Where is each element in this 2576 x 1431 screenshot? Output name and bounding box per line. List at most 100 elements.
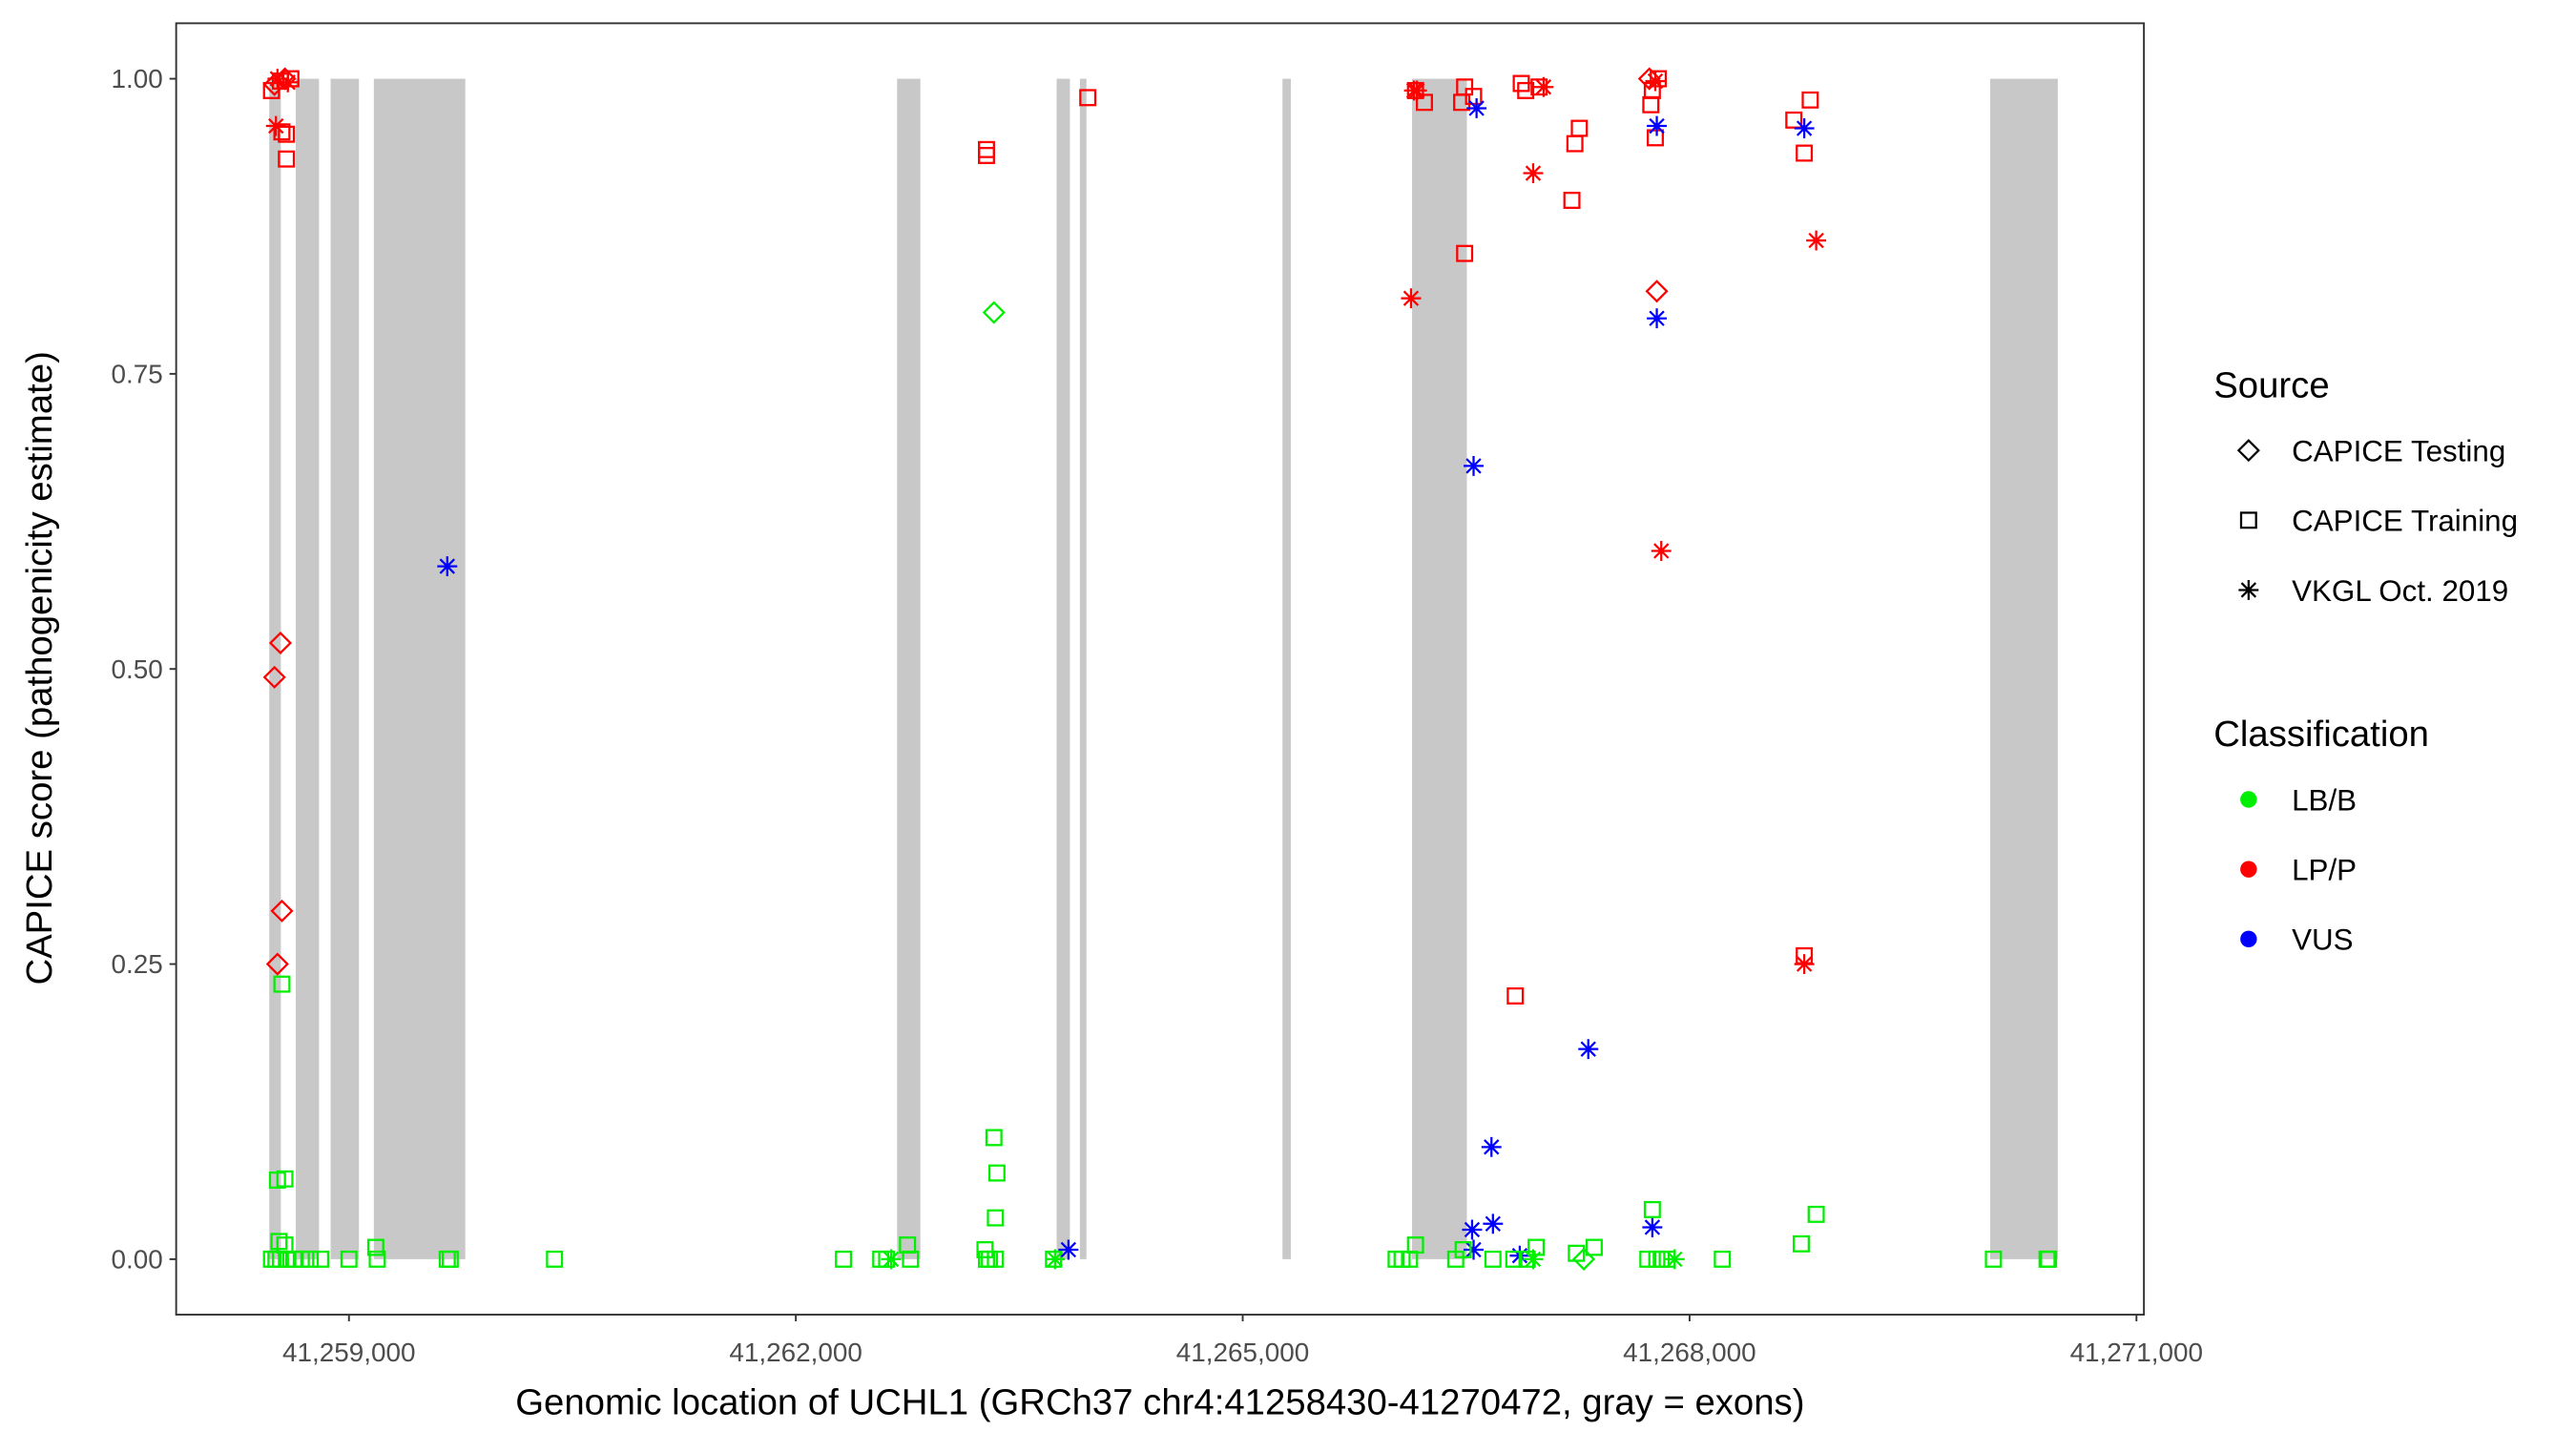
data-point [1454, 1241, 1472, 1258]
data-point [1566, 135, 1584, 153]
y-axis: 0.00 0.25 0.50 0.75 1.00 [111, 64, 177, 1274]
asterisk-marker [1806, 230, 1827, 251]
square-marker [1650, 70, 1668, 88]
exon-band [1056, 78, 1070, 1259]
x-axis: 41,259,000 41,262,000 41,265,000 41,268,000… [282, 1315, 2203, 1367]
data-point [267, 69, 288, 89]
asterisk-marker [1647, 115, 1668, 136]
asterisk-marker [1401, 288, 1422, 309]
data-point [1647, 129, 1664, 147]
legend-key-square-icon [2239, 511, 2257, 529]
data-point [1464, 455, 1484, 476]
data-point [1045, 1249, 1066, 1270]
diamond-marker [265, 952, 289, 976]
asterisk-marker [1464, 1239, 1484, 1260]
data-point [881, 1249, 902, 1270]
legend-key-asterisk-icon [2238, 580, 2259, 600]
square-marker [987, 1209, 1005, 1227]
asterisk-marker [1642, 1217, 1663, 1237]
data-point [1570, 119, 1589, 137]
square-marker [1456, 244, 1474, 262]
square-marker [1647, 129, 1664, 147]
diamond-marker [2236, 439, 2260, 463]
asterisk-marker [278, 72, 299, 93]
data-point [976, 1241, 994, 1258]
data-point [902, 1250, 920, 1268]
square-marker [278, 150, 296, 168]
exon-bands [269, 78, 2058, 1259]
asterisk-marker [1533, 76, 1554, 97]
data-point [340, 1250, 358, 1268]
data-point [1648, 1250, 1666, 1268]
square-marker [312, 1250, 330, 1268]
data-point [270, 1233, 288, 1251]
square-marker [987, 1250, 1005, 1268]
square-marker [1785, 111, 1803, 129]
data-point [982, 301, 1006, 324]
asterisk-marker [1578, 1039, 1599, 1060]
data-point [1785, 111, 1803, 129]
data-point [1642, 1217, 1663, 1237]
square-marker [1796, 946, 1814, 964]
data-point [1523, 163, 1544, 183]
y-tick-label: 0.75 [111, 359, 162, 388]
data-point [273, 123, 291, 141]
exon-band [296, 78, 320, 1259]
x-tick-label: 41,265,000 [1176, 1338, 1309, 1367]
legend-label-source: VKGL Oct. 2019 [2292, 574, 2508, 608]
data-point [2040, 1250, 2058, 1268]
square-marker [1714, 1250, 1732, 1268]
asterisk-marker [1523, 163, 1544, 183]
asterisk-marker [1651, 541, 1672, 561]
square-marker [1586, 1238, 1603, 1256]
plot-panel-border [175, 22, 2146, 1317]
asterisk-marker [1481, 1136, 1502, 1157]
data-point [1807, 1205, 1825, 1223]
data-point [1806, 230, 1827, 251]
data-point [1505, 1250, 1523, 1268]
exon-band [373, 78, 466, 1259]
asterisk-marker [1523, 1249, 1544, 1270]
square-marker [1570, 119, 1589, 137]
data-point [265, 115, 286, 136]
square-marker [1406, 1236, 1424, 1255]
data-points [262, 67, 2058, 1271]
asterisk-marker [1406, 80, 1427, 101]
square-marker [301, 1250, 320, 1268]
data-point [1984, 1250, 2003, 1268]
data-point [1651, 541, 1672, 561]
data-point [1533, 76, 1554, 97]
data-point [978, 140, 995, 158]
square-marker [1454, 1241, 1472, 1258]
square-marker [978, 147, 995, 164]
x-tick-label: 41,259,000 [282, 1338, 415, 1367]
square-marker [1639, 1250, 1657, 1268]
data-point [987, 1209, 1005, 1227]
data-point [441, 1250, 459, 1268]
y-axis-title: CAPICE score (pathogenicity estimate) [19, 351, 60, 985]
asterisk-marker [1483, 1213, 1504, 1234]
data-point [312, 1250, 330, 1268]
square-marker [1506, 986, 1525, 1005]
data-point [1481, 1136, 1502, 1157]
asterisk-marker [1045, 1249, 1066, 1270]
data-point [437, 556, 458, 577]
square-marker [270, 1233, 288, 1251]
data-point [1586, 1238, 1603, 1256]
legend-title-classification: Classification [2213, 714, 2429, 755]
square-marker [902, 1250, 920, 1268]
asterisk-marker [1794, 118, 1815, 138]
square-marker [340, 1250, 358, 1268]
data-point [546, 1250, 564, 1268]
square-marker [292, 1250, 310, 1268]
square-marker [273, 975, 291, 993]
exon-band [1079, 78, 1087, 1259]
square-marker [1642, 95, 1660, 114]
x-axis-title: Genomic location of UCHL1 (GRCh37 chr4:4… [515, 1382, 1804, 1423]
data-point [987, 1164, 1006, 1182]
data-point [1578, 1039, 1599, 1060]
asterisk-marker [881, 1249, 902, 1270]
diamond-marker [1645, 280, 1669, 303]
data-point [1406, 81, 1424, 99]
square-marker [278, 125, 296, 143]
